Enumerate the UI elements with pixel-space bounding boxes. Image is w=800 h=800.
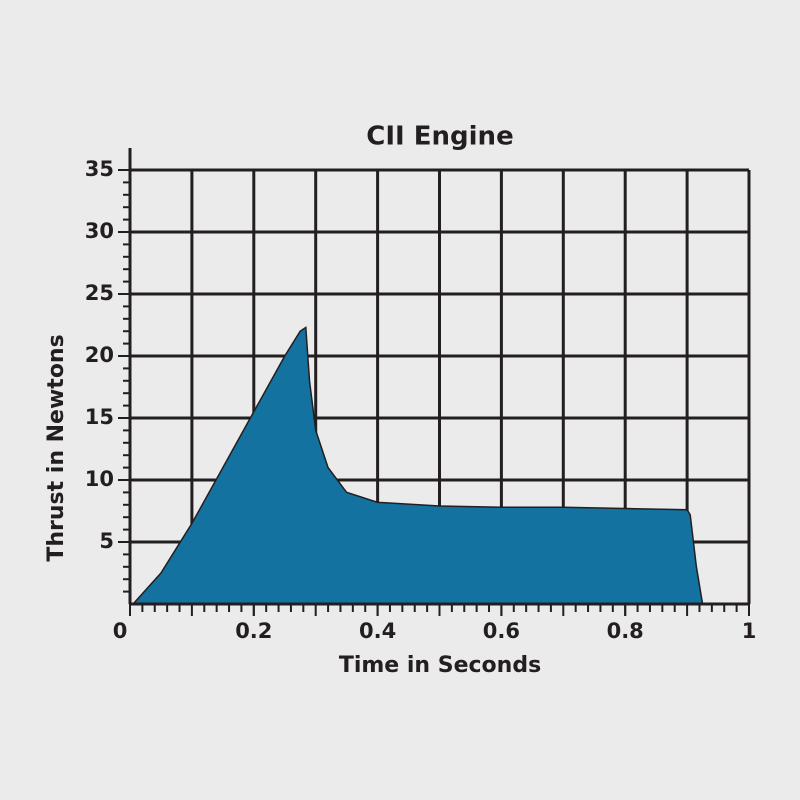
chart-title: CII Engine [366, 122, 513, 152]
y-tick-label: 25 [85, 281, 114, 305]
x-tick-label: 0.8 [607, 619, 644, 643]
x-tick-label: 0 [113, 619, 128, 643]
y-tick-label: 30 [85, 219, 114, 243]
x-tick-label: 1 [742, 619, 757, 643]
x-tick-label: 0.4 [359, 619, 396, 643]
y-tick-label: 5 [99, 529, 114, 553]
x-axis-label: Time in Seconds [339, 653, 541, 678]
x-tick-label: 0.6 [483, 619, 520, 643]
y-tick-label: 10 [85, 467, 114, 491]
area [131, 326, 704, 605]
y-tick-label: 35 [85, 157, 114, 181]
y-tick-label: 20 [85, 343, 114, 367]
x-tick-label: 0.2 [235, 619, 272, 643]
y-axis-label: Thrust in Newtons [44, 334, 69, 561]
y-tick-label: 15 [85, 405, 114, 429]
